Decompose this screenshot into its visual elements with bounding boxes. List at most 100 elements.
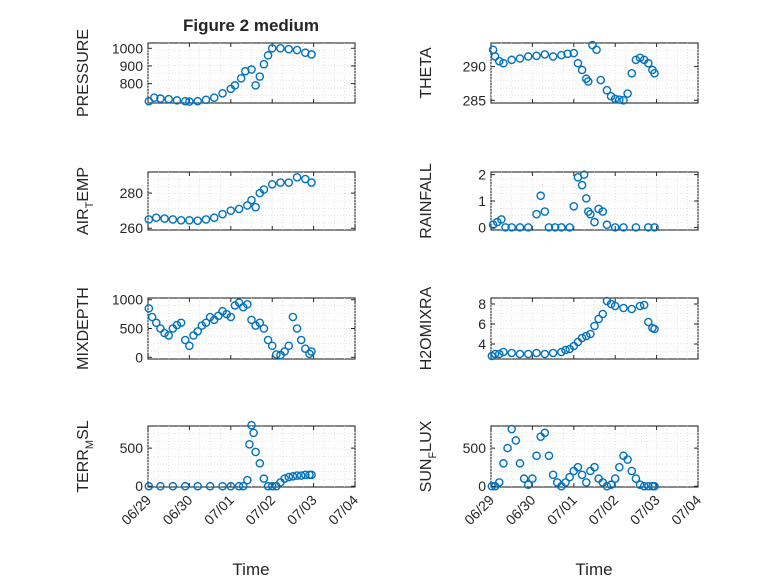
data-point [586,329,595,339]
data-point [305,349,314,359]
data-point [644,223,653,232]
data-point [515,54,525,63]
data-point [596,75,606,85]
data-point [205,481,215,491]
data-point [577,333,587,343]
y-tick-label: 290 [463,59,487,75]
data-point [193,327,202,336]
y-tick-label: 4 [478,336,486,352]
data-point [151,318,161,328]
y-tick-label: 500 [120,440,144,456]
data-point [276,178,285,187]
data-point [288,472,298,481]
data-point [259,324,269,333]
x-axis-label-right: Time [575,560,612,579]
y-axis-label: PRESSURE [75,29,92,117]
data-point [523,223,533,232]
y-axis-label: AIRTEMP [75,167,96,235]
data-point [590,217,599,227]
data-point [230,81,240,90]
data-point [301,470,310,480]
data-point [263,481,273,491]
data-point [598,309,608,319]
data-point [586,209,595,219]
data-point [563,49,572,59]
data-point [577,470,587,480]
data-point [536,191,545,201]
y-tick-label: 6 [478,316,486,332]
y-tick-label: 500 [120,321,144,337]
data-point [532,348,541,358]
data-point [151,213,161,222]
data-point [515,223,525,232]
data-point [590,321,599,331]
x-tick-label: 07/04 [668,492,704,528]
data-point [569,201,579,211]
data-point [507,348,517,358]
data-point [606,299,616,309]
data-point [619,303,628,313]
data-point [251,81,260,90]
data-point [627,69,637,78]
data-point [650,324,659,334]
data-point [503,443,512,453]
data-point [156,481,165,491]
data-point [644,317,653,327]
data-point [561,345,570,355]
data-point [284,341,294,351]
x-tick-label: 06/29 [461,492,497,528]
data-point [280,347,289,356]
data-point [519,474,529,483]
x-tick-label: 06/29 [118,492,154,528]
data-point [581,331,591,341]
data-point [276,43,285,53]
data-point [631,55,641,65]
data-point [598,207,608,216]
panel-h2omixra: 4 6 8 H2OMIXRA [418,286,699,370]
data-point [218,481,227,491]
data-point [610,474,620,483]
data-point [144,304,154,313]
data-point [573,58,583,68]
y-tick-label: 0 [478,219,486,235]
y-axis-label: TERRMSL [75,420,96,492]
data-point [487,481,497,491]
data-point [561,478,570,487]
data-point [610,94,620,104]
data-point [209,93,219,103]
data-point [168,481,178,491]
data-point [532,209,541,219]
data-point [548,52,558,61]
data-point [251,202,260,212]
data-point [201,95,211,105]
data-point [507,55,517,65]
panel-rainfall: 0 1 2 RAINFALL [418,163,699,239]
data-point [635,53,645,63]
data-point [602,220,612,230]
data-point [236,73,246,83]
data-point [548,470,558,480]
y-tick-label: 2 [478,167,486,183]
data-point [255,318,265,328]
data-point [631,474,641,483]
data-point [627,466,637,476]
data-point [292,45,302,55]
data-point [619,223,628,232]
data-point [499,58,508,68]
data-point [147,312,157,322]
y-tick-label: 500 [463,440,487,456]
data-point [307,178,316,187]
data-point [507,223,517,232]
data-point [180,335,190,345]
data-point [267,341,277,351]
data-point [209,213,219,222]
data-point [569,48,579,58]
data-point [307,470,316,480]
data-point [644,58,653,68]
data-point [243,300,252,309]
plot-area [147,171,356,231]
data-point [267,43,277,53]
data-point [557,347,566,357]
data-point [623,455,632,464]
data-point [234,481,244,491]
